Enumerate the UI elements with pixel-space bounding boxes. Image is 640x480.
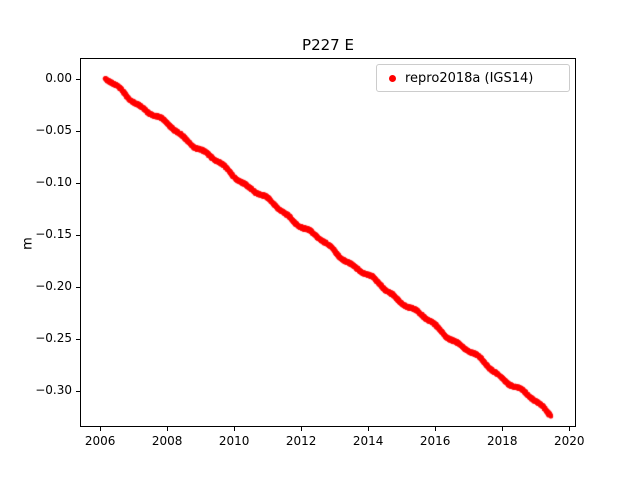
y-tick-label: 0.00 bbox=[45, 70, 72, 85]
legend-label: repro2018a (IGS14) bbox=[405, 70, 534, 86]
y-tick-mark bbox=[76, 234, 80, 236]
y-tick-label: −0.05 bbox=[35, 122, 72, 137]
x-tick-mark bbox=[301, 427, 303, 431]
x-tick-label: 2010 bbox=[218, 434, 250, 448]
y-tick-label: −0.15 bbox=[35, 226, 72, 241]
y-tick-mark bbox=[76, 390, 80, 392]
legend-box: repro2018a (IGS14) bbox=[376, 64, 570, 92]
x-tick-label: 2012 bbox=[285, 434, 317, 448]
y-tick-label: −0.30 bbox=[35, 382, 72, 397]
x-tick-mark bbox=[502, 427, 504, 431]
y-tick-mark bbox=[76, 130, 80, 132]
y-tick-mark bbox=[76, 338, 80, 340]
x-tick-label: 2014 bbox=[352, 434, 384, 448]
y-tick-label: −0.10 bbox=[35, 174, 72, 189]
y-tick-label: −0.20 bbox=[35, 278, 72, 293]
chart-title: P227 E bbox=[302, 36, 354, 54]
x-tick-mark bbox=[569, 427, 571, 431]
x-tick-label: 2018 bbox=[487, 434, 518, 448]
legend-marker-dot-icon bbox=[389, 74, 396, 82]
y-tick-mark bbox=[76, 182, 80, 184]
axes-box bbox=[80, 58, 576, 427]
y-tick-mark bbox=[76, 286, 80, 288]
x-tick-label: 2006 bbox=[84, 434, 116, 448]
y-tick-label: −0.25 bbox=[35, 330, 72, 345]
x-tick-mark bbox=[368, 427, 370, 431]
x-tick-mark bbox=[435, 427, 437, 431]
x-tick-mark bbox=[167, 427, 169, 431]
x-tick-mark bbox=[100, 427, 102, 431]
y-tick-mark bbox=[76, 78, 80, 80]
x-tick-mark bbox=[234, 427, 236, 431]
x-tick-label: 2008 bbox=[151, 434, 183, 448]
x-tick-label: 2020 bbox=[554, 434, 585, 448]
x-tick-label: 2016 bbox=[419, 434, 451, 448]
